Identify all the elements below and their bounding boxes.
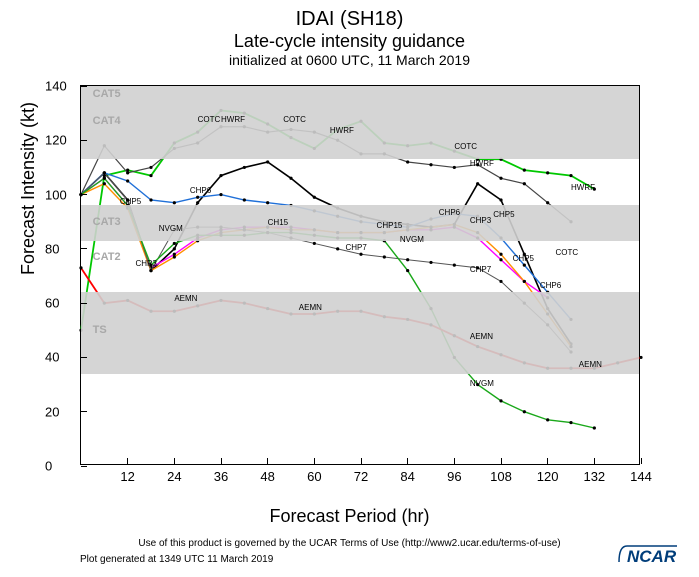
ytick-0: 0 — [45, 459, 52, 474]
plot-area: 1224364860728496108120132144020406080100… — [80, 85, 640, 465]
footer-terms: Use of this product is governed by the U… — [0, 538, 699, 549]
category-band-cat3 — [81, 205, 639, 240]
xtick-132: 132 — [583, 469, 605, 484]
xtick-24: 24 — [167, 469, 181, 484]
category-band-ts — [81, 292, 639, 373]
ytick-120: 120 — [45, 133, 67, 148]
xtick-120: 120 — [537, 469, 559, 484]
ytick-20: 20 — [45, 404, 59, 419]
chart-container: IDAI (SH18) Late-cycle intensity guidanc… — [0, 0, 699, 577]
xtick-144: 144 — [630, 469, 652, 484]
title-block: IDAI (SH18) Late-cycle intensity guidanc… — [0, 8, 699, 68]
ncar-logo: NCAR — [617, 542, 687, 571]
x-axis-label: Forecast Period (hr) — [0, 506, 699, 527]
ytick-60: 60 — [45, 296, 59, 311]
ytick-40: 40 — [45, 350, 59, 365]
ytick-80: 80 — [45, 241, 59, 256]
svg-text:NCAR: NCAR — [627, 547, 677, 566]
footer-generated: Plot generated at 1349 UTC 11 March 2019 — [80, 554, 273, 565]
category-band-cat4 — [81, 100, 639, 160]
xtick-12: 12 — [120, 469, 134, 484]
title-main: IDAI (SH18) — [0, 8, 699, 31]
xtick-108: 108 — [490, 469, 512, 484]
xtick-60: 60 — [307, 469, 321, 484]
title-sub: Late-cycle intensity guidance — [0, 31, 699, 52]
ytick-100: 100 — [45, 187, 67, 202]
xtick-84: 84 — [400, 469, 414, 484]
y-axis-label: Forecast Intensity (kt) — [18, 102, 39, 275]
xtick-72: 72 — [354, 469, 368, 484]
title-init: initialized at 0600 UTC, 11 March 2019 — [0, 52, 699, 68]
xtick-48: 48 — [260, 469, 274, 484]
xtick-36: 36 — [214, 469, 228, 484]
category-band-cat5 — [81, 86, 639, 100]
xtick-96: 96 — [447, 469, 461, 484]
ytick-140: 140 — [45, 79, 67, 94]
